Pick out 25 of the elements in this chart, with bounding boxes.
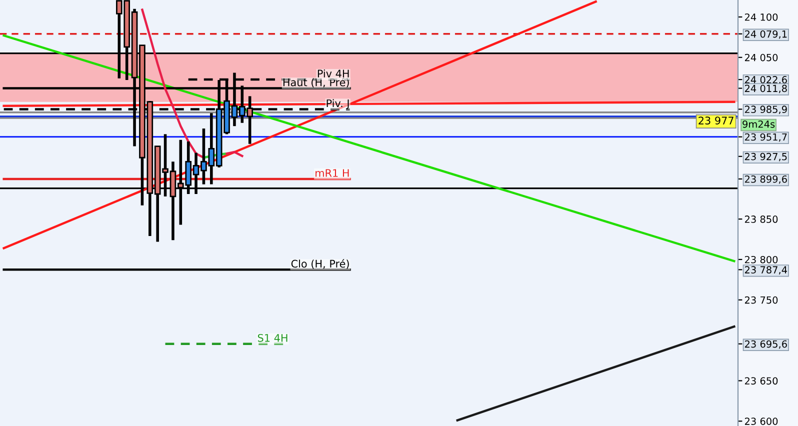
y-tick-label: 23 927,5 <box>744 152 787 162</box>
series-label: Piv. J <box>326 99 349 110</box>
y-tick-label: 24 022,6 <box>744 76 787 84</box>
line-series <box>141 8 205 159</box>
series-label: S1 4H <box>258 334 288 342</box>
series-label: Piv 4H <box>318 69 349 78</box>
y-tick-label: 24 050 <box>744 54 778 62</box>
series-label: mR1 H <box>316 169 349 177</box>
series-label: Haut (H, Pré) <box>283 78 349 88</box>
y-tick-label: 23 985,9 <box>744 106 787 114</box>
series-label: Clo (H, Pré) <box>291 259 349 269</box>
text: 9m24s <box>742 120 775 128</box>
y-tick-label: 23 600 <box>744 418 778 425</box>
y-tick-label: 23 800 <box>744 256 778 264</box>
y-tick-label: 23 787,4 <box>744 266 787 274</box>
y-tick-label: 24 011,8 <box>744 84 787 94</box>
y-tick-label: 24 100 <box>744 13 778 21</box>
y-tick-label: 23 951,7 <box>744 133 787 142</box>
y-tick-label: 23 695,6 <box>744 340 787 349</box>
y-tick-label: 23 850 <box>744 216 778 223</box>
y-tick-label: 24 079,1 <box>744 30 787 39</box>
ref-line-label: 23 977 <box>698 116 734 124</box>
y-tick-label: 23 750 <box>744 296 778 304</box>
y-tick-label: 23 899,6 <box>744 175 787 184</box>
y-tick-label: 23 650 <box>744 377 778 385</box>
